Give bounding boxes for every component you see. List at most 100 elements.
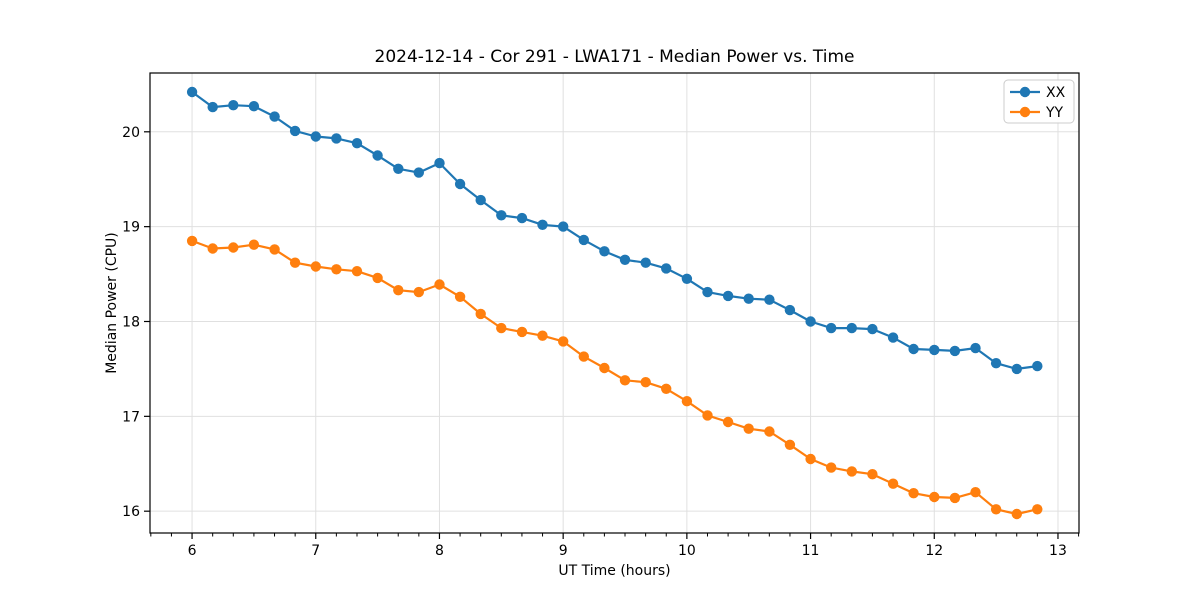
series-yy-point — [908, 488, 919, 499]
series-xx-point — [681, 273, 693, 284]
series-xx-point — [826, 322, 837, 334]
x-tick-label-11: 11 — [802, 543, 820, 559]
series-xx-point — [372, 150, 383, 161]
series-yy-point — [722, 416, 734, 428]
series-yy-point — [310, 261, 321, 272]
series-xx-point — [248, 101, 260, 112]
x-tick-label-12: 12 — [925, 543, 943, 559]
series-xx-point — [331, 133, 342, 144]
series-yy-point — [1011, 508, 1022, 520]
series-yy-point — [454, 291, 466, 302]
series-yy-point — [207, 243, 218, 254]
series-yy-point — [331, 264, 342, 275]
series-yy-point — [186, 235, 198, 247]
series-xx-point — [496, 210, 507, 221]
series-yy-point — [846, 466, 857, 477]
legend-marker-xx — [1019, 86, 1031, 98]
series-xx-point — [887, 332, 899, 343]
series-yy-point — [413, 286, 424, 298]
series-yy-point — [1032, 504, 1043, 515]
x-tick-label-8: 8 — [435, 543, 444, 559]
series-yy-point — [640, 377, 651, 388]
series-xx-point — [186, 86, 198, 98]
series-yy-point — [537, 330, 548, 341]
series-xx-point — [558, 221, 569, 232]
series-yy-point — [990, 504, 1002, 515]
series-yy-point — [949, 492, 961, 504]
legend-marker-yy — [1019, 106, 1031, 118]
series-xx-point — [619, 254, 631, 265]
x-tick-label-7: 7 — [311, 543, 320, 559]
series-yy-point — [681, 396, 693, 407]
series-yy-point — [619, 375, 631, 386]
series-xx-point — [908, 343, 919, 355]
series-xx-point — [413, 167, 424, 178]
series-xx-point — [310, 131, 321, 142]
series-xx-point — [516, 212, 528, 224]
series-yy-point — [393, 285, 404, 296]
series-xx-point — [207, 101, 218, 113]
series-yy-point — [289, 257, 301, 268]
series-xx-point — [228, 100, 239, 111]
y-axis-label: Median Power (CPU) — [104, 232, 120, 374]
series-xx-point — [578, 234, 589, 246]
series-xx-point — [970, 342, 981, 354]
axes-frame — [149, 72, 1080, 534]
series-xx-point — [929, 344, 940, 356]
series-xx-point — [846, 322, 857, 334]
series-yy-point — [784, 439, 796, 450]
series-yy-point — [702, 410, 713, 421]
series-xx-point — [1032, 360, 1043, 372]
y-tick-label-18: 18 — [122, 314, 140, 330]
x-tick-label-6: 6 — [188, 543, 197, 559]
series-xx-point — [784, 304, 796, 316]
series-xx-point — [269, 111, 280, 122]
series-xx-point — [867, 323, 878, 335]
series-yy-point — [516, 326, 528, 338]
series-yy-point — [929, 491, 940, 503]
y-tick-label-20: 20 — [122, 125, 140, 141]
series-yy-point — [970, 487, 981, 498]
legend-label-xx: XX — [1046, 85, 1066, 101]
series-xx-point — [434, 157, 445, 169]
series-xx-point — [599, 246, 610, 257]
series-yy-point — [867, 469, 878, 480]
chart-title: 2024-12-14 - Cor 291 - LWA171 - Median P… — [374, 47, 855, 67]
series-yy-point — [743, 423, 754, 434]
series-xx-point — [351, 138, 363, 149]
series-xx-point — [289, 125, 301, 137]
series-xx-point — [393, 163, 404, 174]
series-yy-point — [269, 244, 280, 255]
series-xx-point — [1011, 363, 1022, 375]
x-tick-label-9: 9 — [559, 543, 568, 559]
series-xx-point — [805, 316, 816, 327]
series-xx-point — [990, 358, 1002, 369]
series-yy-point — [248, 239, 260, 250]
series-yy-point — [475, 308, 486, 320]
series-yy-point — [351, 266, 363, 277]
series-xx-point — [454, 178, 466, 190]
series-yy-point — [805, 453, 816, 465]
y-tick-label-19: 19 — [122, 220, 140, 236]
series-xx-point — [949, 345, 961, 357]
legend-label-yy: YY — [1045, 105, 1064, 121]
series-xx-point — [640, 257, 651, 268]
series-yy-point — [496, 322, 507, 334]
x-axis-label: UT Time (hours) — [558, 563, 671, 579]
series-yy-point — [887, 478, 899, 489]
series-xx-point — [537, 219, 548, 230]
series-yy-point — [826, 462, 837, 473]
y-tick-label-17: 17 — [122, 409, 140, 425]
series-yy-point — [578, 351, 589, 362]
series-yy-line — [191, 239, 1039, 516]
series-yy-point — [599, 362, 610, 374]
series-yy-point — [558, 336, 569, 347]
series-yy-point — [764, 426, 775, 437]
x-tick-label-10: 10 — [678, 543, 696, 559]
series-yy-point — [372, 272, 383, 284]
series-yy-point — [434, 279, 445, 290]
series-xx-point — [661, 263, 672, 274]
x-tick-label-13: 13 — [1049, 543, 1067, 559]
